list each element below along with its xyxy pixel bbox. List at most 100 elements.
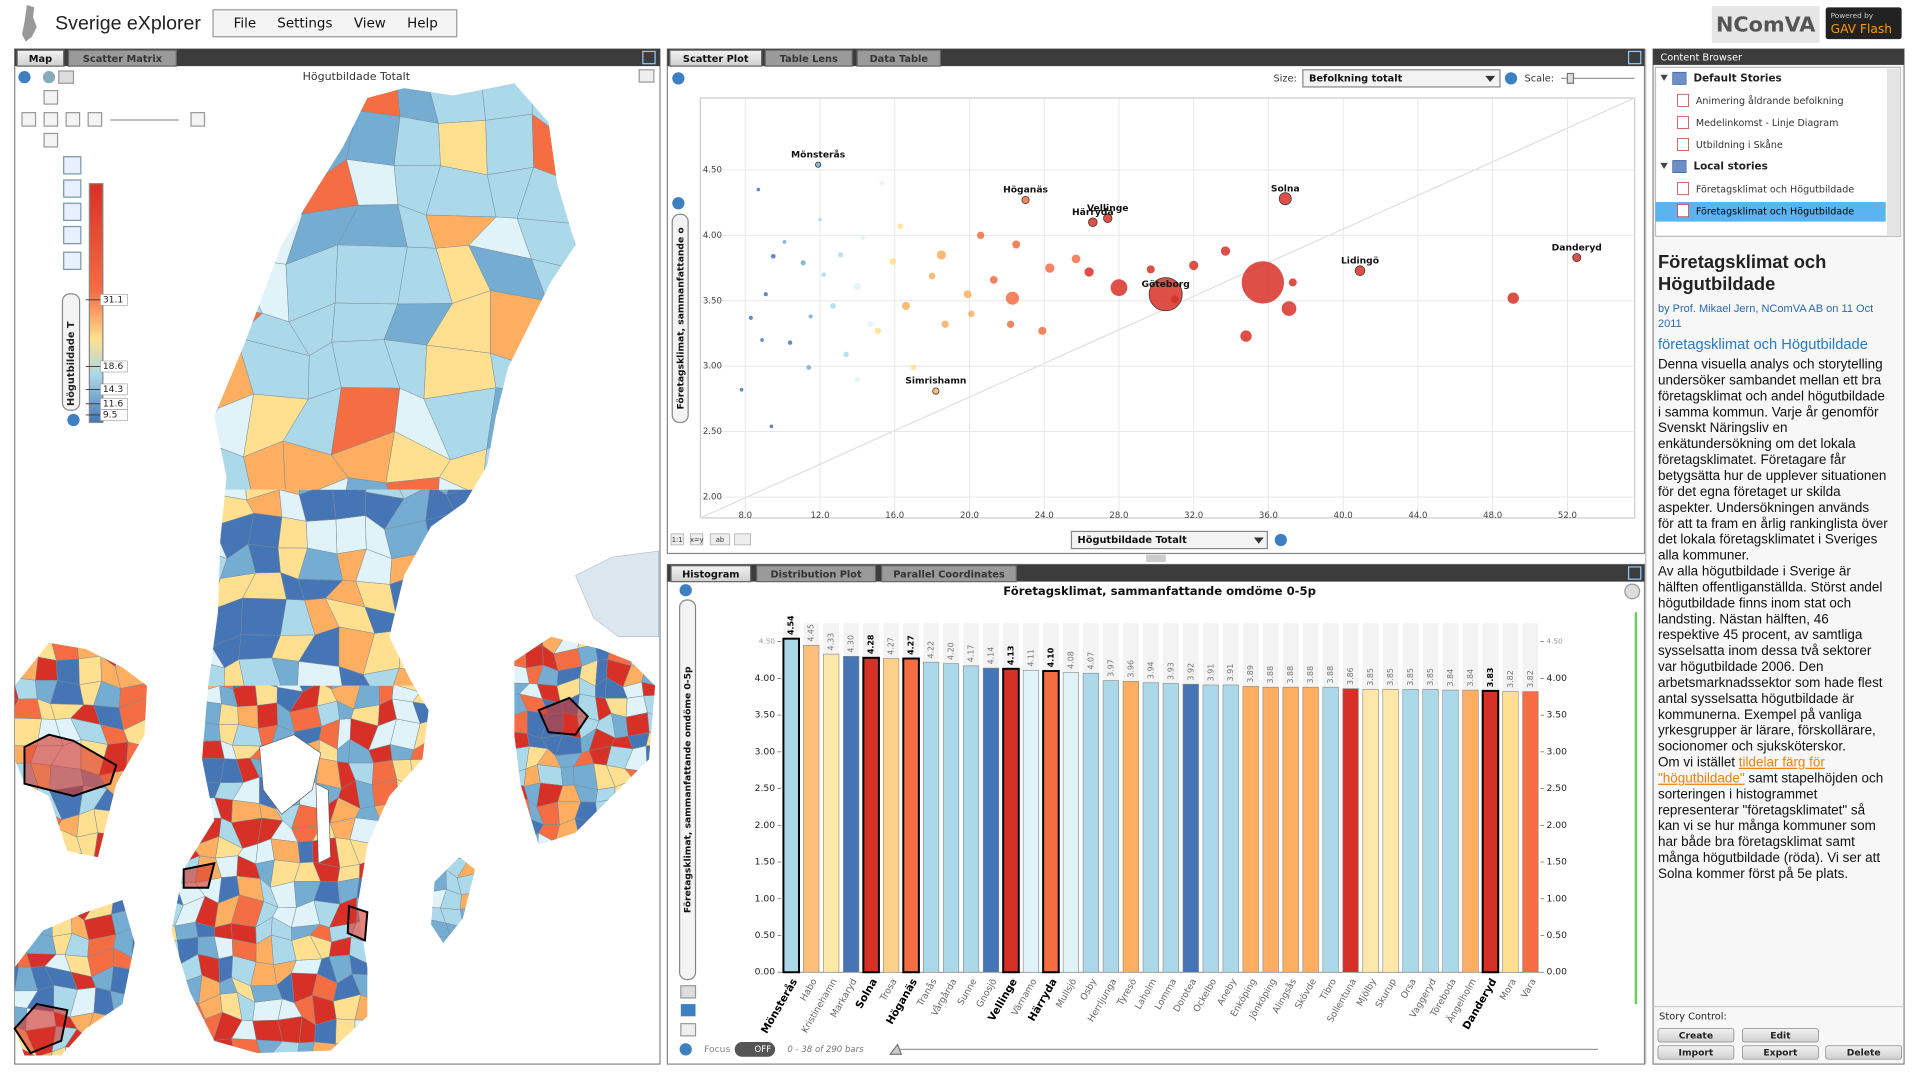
story-item[interactable]: Företagsklimat och Högutbildade (1696, 206, 1854, 217)
bar[interactable] (1362, 689, 1379, 973)
button-label[interactable]: Edit (1770, 1030, 1791, 1041)
slider-thumb[interactable] (1566, 72, 1575, 84)
data-point[interactable] (1507, 292, 1519, 304)
data-point[interactable] (941, 320, 949, 328)
menu-item[interactable]: Help (407, 16, 438, 31)
story-item[interactable]: Företagsklimat och Högutbildade (1696, 184, 1854, 195)
tab-label[interactable]: Scatter Matrix (83, 54, 163, 65)
maximize[interactable] (642, 50, 656, 65)
tool-button[interactable] (63, 225, 82, 245)
slider-thumb[interactable] (888, 1043, 903, 1055)
data-point[interactable] (843, 351, 849, 358)
tool-button[interactable] (690, 533, 704, 546)
bar[interactable] (1342, 688, 1359, 973)
zoom-icon[interactable] (680, 985, 697, 999)
help-icon[interactable] (679, 1043, 692, 1056)
data-point[interactable] (968, 310, 975, 318)
bar[interactable] (782, 637, 800, 974)
bar[interactable] (1322, 686, 1339, 973)
tab[interactable] (16, 49, 65, 67)
data-point[interactable] (1189, 260, 1199, 271)
tool-label[interactable]: 1:1 (672, 536, 683, 544)
button-label[interactable]: Delete (1847, 1048, 1881, 1059)
data-point[interactable] (936, 250, 947, 260)
pan-center[interactable] (43, 112, 59, 127)
bar[interactable] (1182, 683, 1199, 973)
data-point[interactable] (867, 321, 874, 328)
button[interactable] (1657, 1028, 1735, 1043)
data-point[interactable] (1171, 295, 1180, 304)
data-point[interactable] (854, 376, 860, 382)
help-icon[interactable] (18, 71, 31, 84)
tool-label[interactable]: ab (716, 536, 724, 544)
bar[interactable] (1142, 682, 1159, 973)
data-point[interactable] (739, 387, 744, 392)
data-point[interactable] (769, 424, 774, 429)
bar[interactable] (1402, 689, 1419, 973)
tab[interactable] (669, 49, 763, 67)
bar[interactable] (1481, 689, 1500, 974)
data-point[interactable] (1278, 192, 1292, 206)
bar[interactable] (962, 665, 980, 973)
story-item[interactable]: Animering åldrande befolkning (1696, 96, 1844, 107)
pan-left[interactable] (21, 112, 37, 127)
data-point[interactable] (1220, 246, 1231, 256)
print-icon[interactable] (680, 1023, 697, 1037)
bar[interactable] (1042, 670, 1060, 974)
story-group[interactable]: Default Stories (1693, 72, 1781, 84)
globe-icon[interactable] (42, 71, 56, 84)
tool-button[interactable] (63, 202, 82, 222)
data-point[interactable] (1146, 265, 1155, 274)
data-point[interactable] (838, 252, 844, 258)
data-point[interactable] (782, 239, 787, 244)
data-point[interactable] (1110, 279, 1128, 297)
data-point[interactable] (977, 231, 985, 240)
tab[interactable] (856, 49, 942, 67)
data-point[interactable] (1281, 301, 1297, 316)
menu-item[interactable]: File (234, 16, 257, 31)
data-point[interactable] (928, 272, 936, 280)
bar[interactable] (823, 653, 840, 973)
data-point[interactable] (1045, 263, 1055, 273)
bar[interactable] (1282, 686, 1299, 973)
data-point[interactable] (770, 253, 776, 259)
tool-button[interactable] (63, 156, 82, 175)
tab[interactable] (881, 565, 1017, 583)
pan-down[interactable] (43, 132, 59, 148)
tab-label[interactable]: Distribution Plot (771, 569, 862, 580)
button-label[interactable]: Import (1679, 1048, 1714, 1059)
data-point[interactable] (1005, 291, 1020, 305)
button[interactable] (1657, 1045, 1735, 1060)
y-axis-selector[interactable] (678, 599, 697, 981)
help-icon[interactable] (67, 413, 80, 427)
tab-label[interactable]: Histogram (682, 569, 739, 580)
data-point[interactable] (1354, 265, 1366, 276)
data-point[interactable] (760, 338, 764, 342)
tab[interactable] (756, 565, 877, 583)
data-point[interactable] (821, 272, 826, 277)
data-point[interactable] (763, 292, 768, 297)
data-point[interactable] (963, 290, 972, 299)
menu-item[interactable]: View (354, 16, 386, 31)
data-point[interactable] (853, 282, 862, 291)
data-point[interactable] (1038, 326, 1047, 335)
pan-up[interactable] (43, 90, 59, 105)
bar[interactable] (1122, 681, 1139, 973)
data-point[interactable] (860, 235, 866, 241)
bar[interactable] (1382, 689, 1399, 973)
data-point[interactable] (1288, 278, 1297, 287)
data-point[interactable] (1240, 330, 1252, 342)
button[interactable] (1825, 1045, 1902, 1060)
bar[interactable] (1262, 686, 1279, 973)
bar[interactable] (902, 657, 920, 974)
button-label[interactable]: Create (1679, 1030, 1713, 1041)
bar[interactable] (1422, 689, 1439, 973)
data-point[interactable] (1071, 254, 1081, 264)
tool-button[interactable] (709, 533, 731, 546)
data-point[interactable] (1103, 213, 1113, 223)
data-point[interactable] (1006, 320, 1015, 328)
bar[interactable] (1522, 691, 1539, 973)
bar[interactable] (843, 656, 860, 973)
focus-toggle[interactable] (734, 1042, 776, 1057)
info-icon[interactable] (679, 584, 692, 597)
